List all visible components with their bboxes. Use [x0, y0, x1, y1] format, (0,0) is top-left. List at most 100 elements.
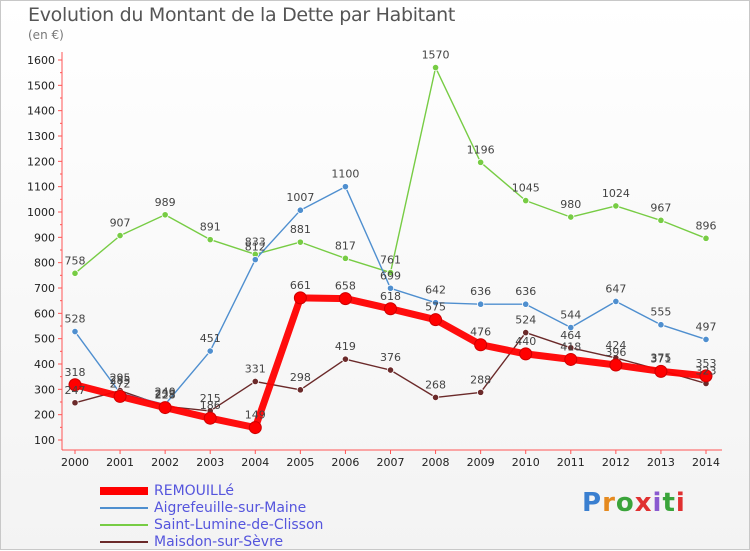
- data-point: [384, 302, 397, 316]
- data-point: [567, 344, 575, 352]
- data-label: 1196: [467, 143, 495, 156]
- data-point: [474, 338, 488, 352]
- data-point: [71, 399, 79, 407]
- x-tick-label: 2006: [331, 456, 359, 469]
- data-label: 419: [335, 340, 356, 353]
- y-tick-label: 1000: [27, 206, 55, 219]
- data-point: [657, 321, 665, 329]
- x-tick-label: 2002: [151, 456, 179, 469]
- data-point: [609, 358, 623, 372]
- data-label: 233: [155, 387, 176, 400]
- data-point: [522, 197, 530, 205]
- y-tick-label: 800: [34, 257, 55, 270]
- data-point: [702, 234, 710, 242]
- data-point: [338, 292, 352, 306]
- x-tick-label: 2014: [692, 456, 720, 469]
- x-tick-label: 2010: [512, 456, 540, 469]
- legend-label: Aigrefeuille-sur-Maine: [154, 500, 307, 516]
- data-point: [612, 297, 620, 306]
- data-point: [341, 254, 350, 262]
- data-label: 575: [425, 301, 446, 314]
- data-label: 186: [200, 399, 221, 412]
- data-label: 761: [380, 254, 401, 267]
- data-label: 285: [110, 374, 131, 387]
- x-tick-label: 2001: [106, 456, 134, 469]
- data-point: [161, 211, 169, 219]
- data-label: 371: [650, 352, 671, 365]
- y-tick-label: 900: [34, 231, 55, 244]
- data-label: 833: [245, 235, 266, 248]
- data-point: [699, 369, 713, 383]
- data-label: 353: [696, 357, 717, 370]
- data-label: 647: [605, 282, 626, 295]
- data-label: 298: [290, 371, 311, 384]
- data-point: [296, 206, 304, 214]
- x-tick-label: 2009: [467, 456, 495, 469]
- legend-label: REMOUILLé: [154, 483, 235, 499]
- data-point: [702, 335, 710, 344]
- y-tick-label: 1600: [27, 54, 55, 67]
- data-label: 272: [110, 377, 131, 390]
- data-label: 1570: [422, 49, 450, 62]
- data-point: [657, 216, 665, 224]
- data-label: 424: [605, 339, 626, 352]
- data-label: 318: [65, 366, 86, 379]
- data-point: [564, 352, 578, 366]
- data-label: 240: [155, 386, 176, 399]
- y-tick-label: 400: [34, 358, 55, 371]
- x-tick-label: 2011: [557, 456, 585, 469]
- y-tick-label: 1300: [27, 130, 55, 143]
- data-point: [206, 347, 214, 355]
- data-label: 636: [470, 285, 491, 298]
- data-point: [519, 347, 533, 361]
- data-label: 396: [605, 346, 626, 359]
- chart-title: Evolution du Montant de la Dette par Hab…: [28, 4, 456, 26]
- data-point: [386, 366, 395, 374]
- data-point: [296, 386, 304, 394]
- y-tick-label: 100: [34, 434, 55, 447]
- axes: 100 200 300 400 500 600 700 800 900 1000 1100 1200 1…: [27, 52, 722, 469]
- data-label: 817: [335, 239, 356, 252]
- data-label: 288: [470, 373, 491, 386]
- data-point: [71, 269, 79, 277]
- legend-swatch: [100, 524, 148, 526]
- data-point: [477, 300, 485, 308]
- data-label: 1045: [512, 182, 540, 195]
- x-tick-label: 2004: [241, 456, 269, 469]
- data-point: [567, 323, 575, 332]
- data-point: [203, 411, 217, 425]
- data-label: 1007: [286, 191, 314, 204]
- y-tick-label: 1500: [27, 79, 55, 92]
- data-label: 295: [110, 372, 131, 385]
- data-label: 247: [65, 384, 86, 397]
- data-point: [68, 378, 82, 392]
- data-point: [296, 238, 304, 246]
- data-point: [522, 328, 530, 337]
- series-points: [68, 64, 713, 435]
- x-tick-label: 2007: [377, 456, 405, 469]
- data-label: 451: [200, 332, 221, 345]
- data-point: [341, 183, 350, 191]
- x-tick-label: 2005: [286, 456, 314, 469]
- data-label: 476: [470, 326, 491, 339]
- data-label: 636: [515, 285, 536, 298]
- data-label: 642: [425, 284, 446, 297]
- data-label: 907: [110, 217, 131, 230]
- y-tick-label: 300: [34, 383, 55, 396]
- data-label: 149: [245, 409, 266, 422]
- data-point: [522, 300, 530, 308]
- data-label: 376: [380, 351, 401, 364]
- data-label: 881: [290, 223, 311, 236]
- data-label: 418: [560, 340, 581, 353]
- data-label: 544: [560, 309, 581, 322]
- data-label: 440: [515, 335, 536, 348]
- data-labels: 318 272 228 186 149 661 658 618 575 476 440 418 396 3…: [65, 49, 717, 422]
- data-point: [477, 388, 485, 396]
- x-tick-label: 2000: [61, 456, 89, 469]
- data-point: [116, 231, 124, 240]
- legend-swatch: [100, 487, 148, 495]
- data-point: [431, 299, 440, 307]
- data-label: 661: [290, 279, 311, 292]
- data-label: 989: [155, 196, 176, 209]
